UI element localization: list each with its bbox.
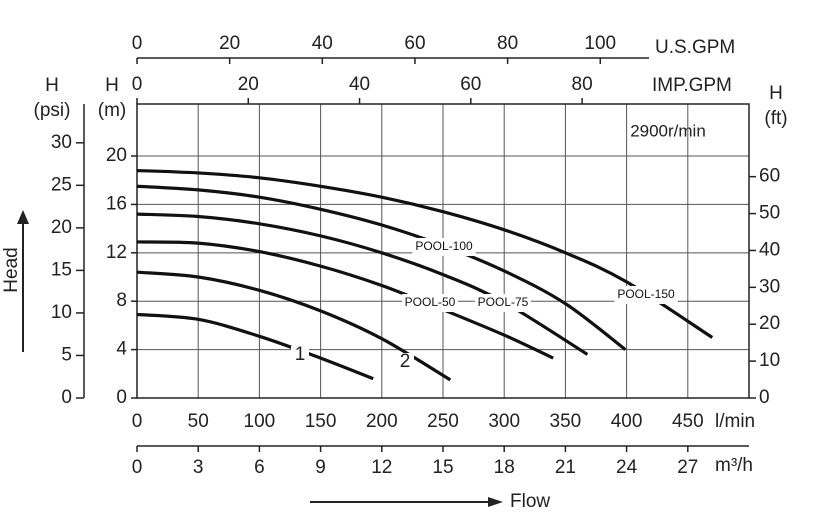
y2-tick-label: 30 [759,276,780,297]
x-tick-label: 300 [488,411,520,432]
series-label: POOL-100 [415,239,473,253]
x2-tick-label: 6 [254,457,265,478]
y2-tick-label: 50 [759,203,780,224]
psi-tick-label: 0 [61,387,72,408]
x-tick-label: 150 [305,411,337,432]
x2-tick-label: 15 [432,457,453,478]
x2-tick-label: 24 [616,457,638,478]
psi-tick-label: 20 [51,217,72,238]
y-title: H [105,75,119,96]
x2-tick-label: 0 [132,457,143,478]
y2-unit: (ft) [764,108,787,129]
psi-tick-label: 5 [61,344,72,365]
top-tick-label: 60 [404,33,425,54]
y-tick-label: 16 [106,193,127,214]
x-tick-label: 250 [427,411,459,432]
x2-tick-label: 27 [677,457,698,478]
flow-arrowhead [488,497,503,507]
psi-tick-label: 25 [51,174,72,195]
x2-tick-label: 21 [555,457,576,478]
top-tick-label: 0 [132,33,143,54]
x-tick-label: 350 [550,411,582,432]
top-tick-label: 100 [584,33,616,54]
y-tick-label: 12 [106,242,127,263]
series-label: POOL-75 [478,295,529,309]
top-unit: U.S.GPM [655,37,735,58]
label-bg [396,353,414,371]
flow-label: Flow [510,491,550,512]
x-tick-label: 200 [366,411,398,432]
x-tick-label: 0 [132,411,143,432]
speed-note: 2900r/min [630,121,706,140]
top2-unit: IMP.GPM [652,75,732,96]
series-label: POOL-150 [617,287,675,301]
y2-tick-label: 10 [759,350,780,371]
psi-unit: (psi) [34,100,71,121]
series-label: POOL-50 [405,295,456,309]
y-unit: (m) [98,100,126,121]
y-tick-label: 20 [106,145,127,166]
top-tick-label: 20 [219,33,240,54]
label-bg [412,238,476,256]
series-label: 1 [295,344,306,365]
x2-tick-label: 12 [371,457,392,478]
psi-tick-label: 10 [51,302,72,323]
y2-title: H [769,83,783,104]
x2-tick-label: 18 [494,457,515,478]
pump-curve [136,240,554,360]
y-tick-label: 4 [116,339,127,360]
top-tick-label: 40 [312,33,333,54]
y2-tick-label: 20 [759,313,780,334]
label-bg [402,294,458,312]
psi-tick-label: 15 [51,259,72,280]
top2-tick-label: 20 [238,74,259,95]
x-tick-label: 400 [611,411,643,432]
head-arrowhead [17,210,29,224]
top-tick-label: 80 [497,33,518,54]
head-label: Head [1,247,22,292]
y2-tick-label: 40 [759,239,780,260]
top2-tick-label: 80 [572,74,593,95]
top2-tick-label: 60 [460,74,481,95]
y2-tick-label: 0 [759,387,770,408]
x-tick-label: 450 [672,411,704,432]
psi-tick-label: 30 [51,132,72,153]
pump-curve [136,168,714,339]
psi-title: H [45,75,59,96]
x2-tick-label: 9 [315,457,326,478]
y-tick-label: 8 [116,290,127,311]
x-tick-label: 50 [188,411,209,432]
label-bg [291,346,309,364]
series-label: 2 [400,351,411,372]
pump-curve [136,312,374,381]
y-tick-label: 0 [116,387,127,408]
top2-tick-label: 40 [349,74,370,95]
pump-curve [136,184,627,351]
top2-tick-label: 0 [132,74,143,95]
y2-tick-label: 60 [759,166,780,187]
label-bg [475,294,531,312]
x-unit: l/min [715,411,755,432]
x2-tick-label: 3 [193,457,204,478]
pump-curve [136,270,452,382]
label-bg [614,286,678,304]
x2-unit: m³/h [715,455,753,476]
x-tick-label: 100 [244,411,276,432]
